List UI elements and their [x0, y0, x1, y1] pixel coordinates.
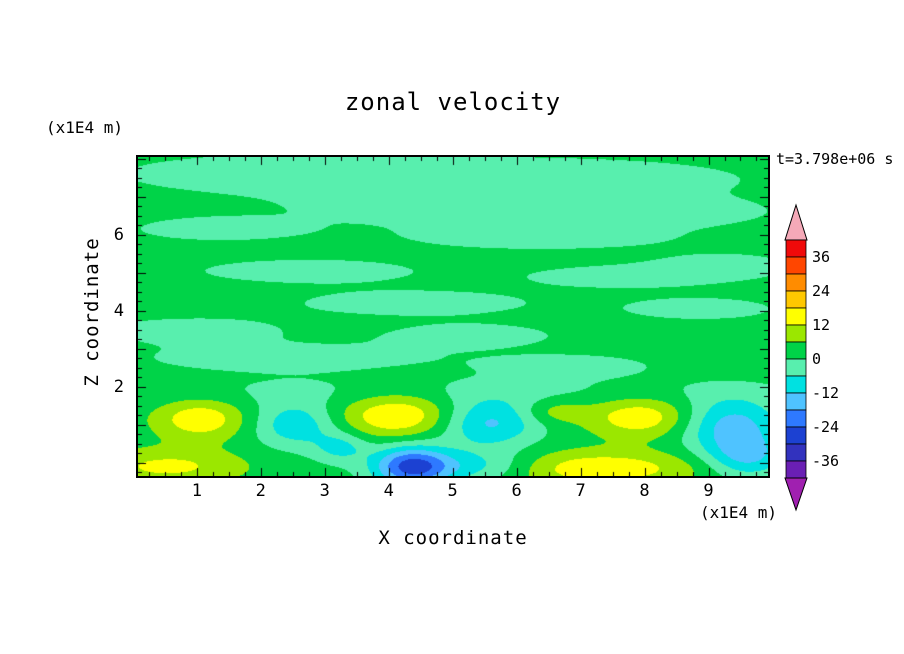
colorbar: [784, 203, 808, 512]
colorbar-band: [785, 392, 807, 411]
plot-frame: [136, 155, 770, 478]
colorbar-label-36: 36: [812, 248, 831, 266]
colorbar-band: [785, 307, 807, 326]
colorbar-band: [785, 324, 807, 343]
x-tick-label-2: 2: [255, 481, 266, 501]
y-tick-label-6: 6: [113, 224, 124, 245]
x-tick-label-3: 3: [319, 481, 330, 501]
y-axis-title: Z coordinate: [81, 237, 103, 387]
y-tick-label-4: 4: [113, 300, 124, 321]
x-tick-label-1: 1: [191, 481, 202, 501]
colorbar-label-0: 0: [812, 350, 822, 368]
colorbar-band: [785, 290, 807, 309]
x-tick-label-6: 6: [511, 481, 522, 501]
colorbar-label-24: 24: [812, 282, 831, 300]
colorbar-label--36: -36: [812, 452, 840, 470]
chart-title: zonal velocity: [344, 88, 562, 116]
colorbar-label--24: -24: [812, 418, 840, 436]
colorbar-label--12: -12: [812, 384, 840, 402]
contour-plot-canvas: [138, 157, 768, 476]
y-tick-label-2: 2: [113, 376, 124, 397]
x-axis-title: X coordinate: [378, 527, 528, 549]
colorbar-band: [785, 341, 807, 360]
time-annotation: t=3.798e+06 s: [776, 150, 894, 168]
colorbar-band: [785, 409, 807, 428]
y-axis-unit-label: (x1E4 m): [46, 118, 124, 137]
x-tick-label-8: 8: [639, 481, 650, 501]
colorbar-band: [785, 443, 807, 462]
colorbar-overflow-arrow: [784, 203, 808, 241]
x-tick-label-5: 5: [447, 481, 458, 501]
colorbar-band: [785, 460, 807, 479]
colorbar-label-12: 12: [812, 316, 831, 334]
x-tick-label-9: 9: [703, 481, 714, 501]
x-tick-label-4: 4: [383, 481, 394, 501]
colorbar-underflow-arrow: [784, 477, 808, 512]
colorbar-band: [785, 239, 807, 258]
colorbar-band: [785, 273, 807, 292]
colorbar-band: [785, 426, 807, 445]
colorbar-band: [785, 358, 807, 377]
colorbar-band: [785, 375, 807, 394]
x-axis-unit-label: (x1E4 m): [699, 503, 777, 522]
x-tick-label-7: 7: [575, 481, 586, 501]
colorbar-band: [785, 256, 807, 275]
